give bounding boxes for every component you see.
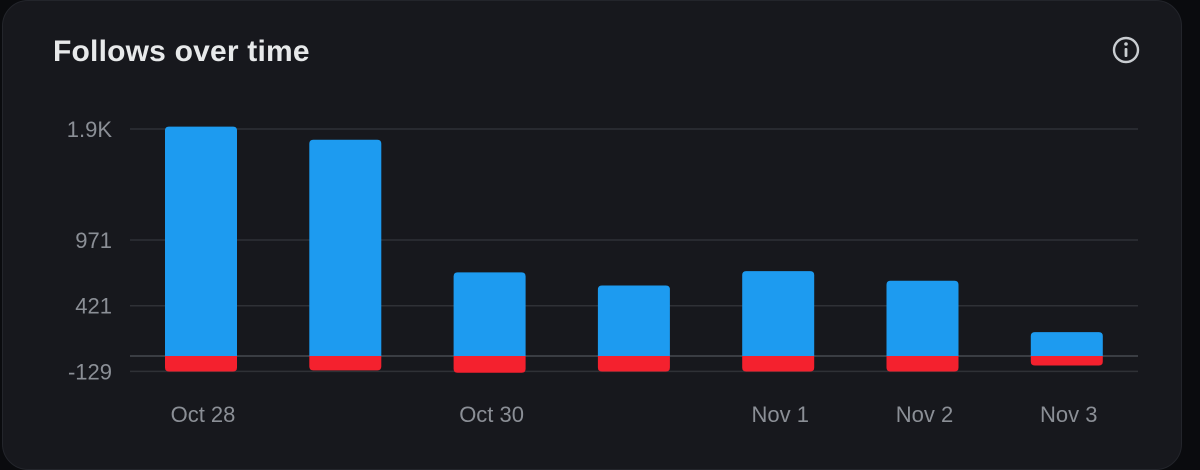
unfollows-bar[interactable]	[453, 356, 526, 373]
follows-bar[interactable]	[1030, 332, 1103, 356]
x-tick-label: Nov 2	[896, 402, 953, 427]
y-tick-label: -129	[68, 359, 112, 384]
x-tick-label: Oct 30	[459, 402, 524, 427]
follows-bar[interactable]	[886, 280, 959, 356]
unfollows-bar[interactable]	[886, 356, 959, 372]
follows-bar[interactable]	[309, 139, 382, 356]
follows-bar[interactable]	[597, 285, 670, 356]
x-axis-tick-labels: Oct 28 Oct 30 Nov 1 Nov 2 Nov 3	[171, 402, 1098, 427]
unfollows-bar[interactable]	[597, 356, 670, 372]
card-title: Follows over time	[53, 35, 310, 68]
bars	[165, 126, 1103, 373]
x-tick-label: Nov 1	[751, 402, 808, 427]
y-tick-label: 421	[75, 294, 112, 319]
follows-bar[interactable]	[742, 271, 815, 356]
unfollows-bar[interactable]	[309, 356, 382, 371]
y-tick-label: 971	[75, 228, 112, 253]
info-icon[interactable]	[1111, 35, 1141, 65]
follows-bar[interactable]	[165, 126, 237, 356]
unfollows-bar[interactable]	[742, 356, 815, 372]
x-tick-label: Oct 28	[171, 402, 236, 427]
follows-bar[interactable]	[453, 272, 526, 356]
follows-bar-chart: -129 421 971 1.9K Oct 28 Oct 30 Nov 1 Nov 2 Nov…	[67, 117, 1138, 427]
unfollows-bar[interactable]	[165, 356, 237, 372]
y-tick-label: 1.9K	[67, 117, 113, 142]
x-tick-label: Nov 3	[1040, 402, 1097, 427]
y-axis-tick-labels: -129 421 971 1.9K	[67, 117, 113, 384]
unfollows-bar[interactable]	[1030, 356, 1103, 366]
